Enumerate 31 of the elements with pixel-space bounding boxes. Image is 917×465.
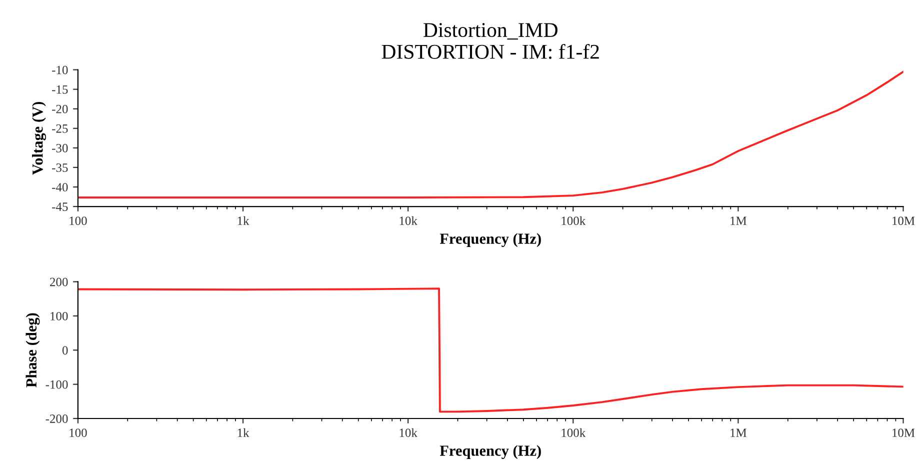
y-axis-title: Phase (deg)	[26, 313, 40, 388]
y-tick-label: -20	[52, 104, 68, 114]
y-tick-label: 200	[50, 278, 68, 286]
x-tick-label: 1k	[238, 216, 250, 225]
y-axis-title: Voltage (V)	[32, 102, 46, 175]
x-tick-label: 100k	[562, 216, 586, 226]
y-tick-label: -35	[52, 164, 68, 172]
x-tick-label: 10M	[892, 428, 915, 438]
y-tick-label: -200	[46, 414, 68, 423]
x-tick-label: 10k	[400, 428, 418, 438]
x-tick-label: 100	[70, 216, 87, 226]
x-axis-title: Frequency (Hz)	[440, 233, 541, 248]
y-tick-label: -30	[52, 144, 68, 152]
y-tick-label: 100	[50, 312, 68, 320]
y-tick-label: -45	[52, 202, 68, 211]
chart-subtitle: DISTORTION - IM: f1-f2	[382, 44, 599, 59]
y-tick-label: -15	[52, 85, 68, 94]
y-tick-label: 0	[62, 346, 68, 355]
y-tick-label: -10	[52, 66, 68, 74]
x-tick-label: 100	[70, 428, 87, 438]
chart-title: Distortion_IMD	[423, 23, 558, 40]
x-tick-label: 10M	[892, 216, 915, 226]
y-tick-label: -40	[52, 183, 68, 192]
x-tick-label: 100k	[562, 428, 586, 438]
y-tick-label: -25	[52, 124, 68, 133]
x-tick-label: 1M	[730, 428, 746, 437]
x-tick-label: 1M	[730, 216, 746, 225]
y-tick-label: -100	[46, 380, 68, 389]
x-axis-title: Frequency (Hz)	[440, 445, 541, 460]
x-tick-label: 10k	[400, 216, 418, 226]
x-tick-label: 1k	[238, 428, 250, 437]
